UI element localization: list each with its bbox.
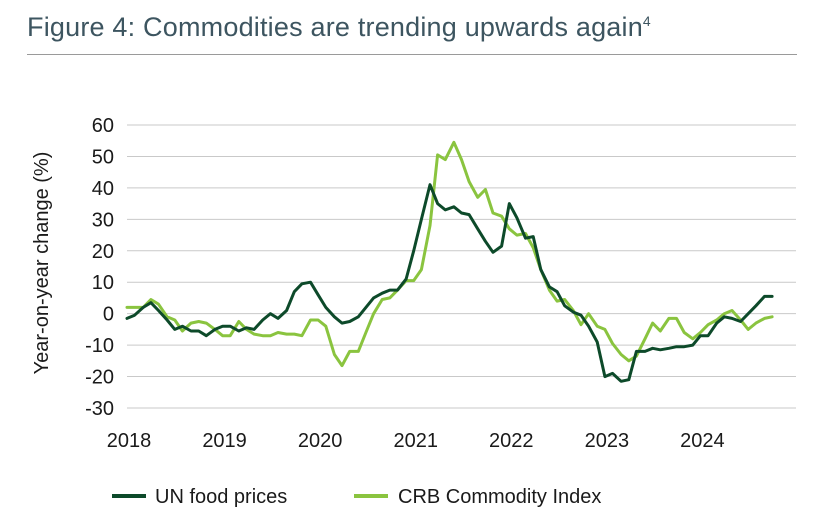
- x-tick-label: 2019: [202, 430, 247, 452]
- legend-label-un-food-prices: UN food prices: [155, 486, 287, 508]
- x-axis-ticks: 2018 2019 2020 2021 2022 2023 2024: [107, 430, 725, 452]
- y-axis-ticks: 60 50 40 30 20 10 0 -10 -20 -30: [85, 115, 114, 420]
- x-tick-label: 2024: [680, 430, 725, 452]
- series-line-crb-commodity-index: [125, 140, 774, 368]
- legend: UN food prices CRB Commodity Index: [112, 486, 601, 508]
- y-tick-label: 60: [92, 115, 114, 137]
- y-tick-label: 0: [103, 304, 114, 326]
- y-tick-label: 40: [92, 178, 114, 200]
- y-tick-label: 50: [92, 146, 114, 168]
- x-tick-label: 2023: [585, 430, 630, 452]
- legend-label-crb-commodity-index: CRB Commodity Index: [398, 486, 601, 508]
- x-tick-label: 2020: [298, 430, 343, 452]
- y-tick-label: 20: [92, 241, 114, 263]
- y-axis-label: Year-on-year change (%): [31, 152, 53, 375]
- title-footnote-marker: 4: [642, 13, 651, 29]
- series-lines: [125, 140, 774, 383]
- y-tick-label: 10: [92, 272, 114, 294]
- chart-title: Figure 4: Commodities are trending upwar…: [27, 12, 651, 43]
- title-bar: Figure 4: Commodities are trending upwar…: [27, 10, 797, 55]
- series-line-un-food-prices: [125, 183, 774, 383]
- y-tick-label: -20: [85, 367, 114, 389]
- x-tick-label: 2022: [489, 430, 534, 452]
- y-tick-label: -10: [85, 335, 114, 357]
- x-tick-label: 2018: [107, 430, 152, 452]
- gridlines: [127, 124, 796, 409]
- x-tick-label: 2021: [393, 430, 438, 452]
- chart-title-text: Figure 4: Commodities are trending upwar…: [27, 12, 643, 42]
- y-tick-label: -30: [85, 398, 114, 420]
- y-tick-label: 30: [92, 209, 114, 231]
